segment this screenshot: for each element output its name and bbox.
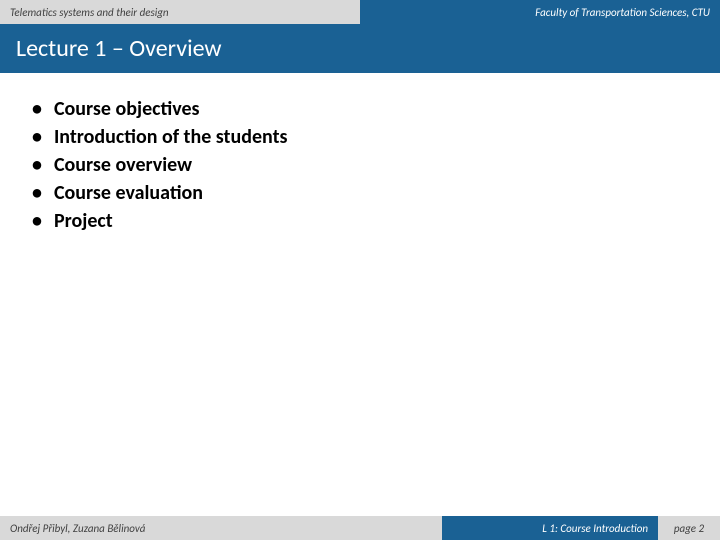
- footer-page-number: page 2: [658, 516, 720, 540]
- header-right-text: Faculty of Transportation Sciences, CTU: [360, 0, 720, 24]
- slide-title: Lecture 1 – Overview: [0, 24, 720, 73]
- header-left-text: Telematics systems and their design: [0, 0, 360, 24]
- footer-authors: Ondřej Přibyl, Zuzana Bělinová: [0, 516, 442, 540]
- slide-content: Course objectives Introduction of the st…: [0, 73, 720, 261]
- footer-lecture-label: L 1: Course Introduction: [442, 516, 658, 540]
- bullet-item: Course evaluation: [32, 181, 688, 205]
- bullet-item: Introduction of the students: [32, 125, 688, 149]
- bullet-item: Project: [32, 209, 688, 233]
- slide-footer: Ondřej Přibyl, Zuzana Bělinová L 1: Cour…: [0, 516, 720, 540]
- bullet-list: Course objectives Introduction of the st…: [32, 97, 688, 233]
- bullet-item: Course overview: [32, 153, 688, 177]
- slide-header: Telematics systems and their design Facu…: [0, 0, 720, 24]
- bullet-item: Course objectives: [32, 97, 688, 121]
